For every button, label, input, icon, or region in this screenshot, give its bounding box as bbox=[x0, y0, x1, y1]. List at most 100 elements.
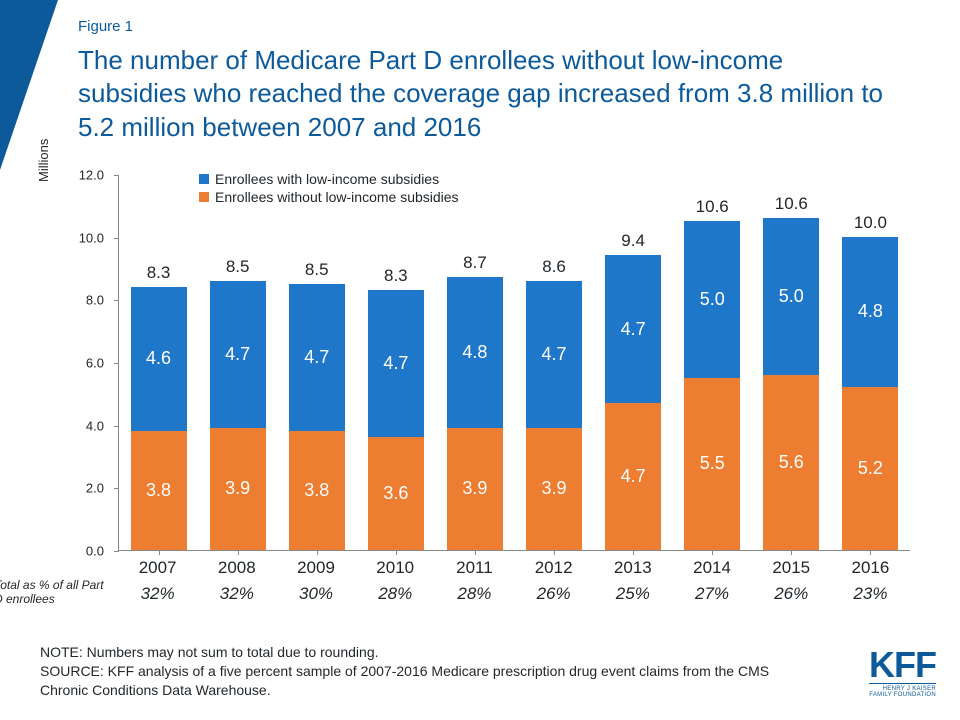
bar-slot: 3.94.8 8.7 bbox=[435, 175, 514, 550]
bar-slot: 3.84.7 8.5 bbox=[277, 175, 356, 550]
bar-segment: 4.7 bbox=[605, 255, 661, 402]
bar: 3.94.78.5 bbox=[210, 281, 266, 550]
stacked-bar-chart: Millions 0.02.04.06.08.010.012.0 Enrolle… bbox=[40, 170, 920, 600]
bar: 4.74.79.4 bbox=[605, 255, 661, 550]
bar-total-label: 8.3 bbox=[131, 263, 187, 283]
x-axis-label: 2015 bbox=[752, 558, 831, 578]
y-tick-mark bbox=[114, 426, 119, 427]
bar-slot: 5.55.0 10.6 bbox=[673, 175, 752, 550]
y-tick-label: 0.0 bbox=[86, 544, 104, 559]
y-tick-mark bbox=[114, 363, 119, 364]
percent-cell: 23% bbox=[831, 584, 910, 604]
percent-cell: 32% bbox=[118, 584, 197, 604]
x-tick-mark bbox=[712, 550, 713, 555]
bar-segment: 5.0 bbox=[684, 221, 740, 378]
x-tick-mark bbox=[870, 550, 871, 555]
x-axis-label: 2011 bbox=[435, 558, 514, 578]
percent-cell: 26% bbox=[514, 584, 593, 604]
bar-segment: 4.7 bbox=[210, 281, 266, 428]
y-tick-label: 8.0 bbox=[86, 293, 104, 308]
bar-segment: 5.6 bbox=[763, 375, 819, 550]
bar: 5.24.810.0 bbox=[842, 237, 898, 550]
x-tick-mark bbox=[554, 550, 555, 555]
x-axis-label: 2010 bbox=[356, 558, 435, 578]
x-axis-label: 2012 bbox=[514, 558, 593, 578]
bar-segment: 3.9 bbox=[447, 428, 503, 550]
footnote: NOTE: Numbers may not sum to total due t… bbox=[40, 643, 810, 700]
y-tick-label: 6.0 bbox=[86, 356, 104, 371]
percent-cell: 30% bbox=[276, 584, 355, 604]
y-tick-mark bbox=[114, 488, 119, 489]
bar-slot: 5.65.0 10.6 bbox=[752, 175, 831, 550]
y-axis-label: Millions bbox=[36, 139, 51, 182]
x-tick-mark bbox=[238, 550, 239, 555]
y-tick-label: 12.0 bbox=[79, 168, 104, 183]
chart-title: The number of Medicare Part D enrollees … bbox=[78, 44, 898, 144]
bar-segment: 5.5 bbox=[684, 378, 740, 550]
bar-total-label: 8.5 bbox=[289, 260, 345, 280]
x-axis-label: 2009 bbox=[276, 558, 355, 578]
bar-total-label: 9.4 bbox=[605, 231, 661, 251]
bar-segment: 3.6 bbox=[368, 437, 424, 550]
percent-cell: 26% bbox=[752, 584, 831, 604]
kff-logo: KFF HENRY J KAISERFAMILY FOUNDATION bbox=[869, 649, 936, 698]
y-tick-mark bbox=[114, 238, 119, 239]
bar: 3.64.78.3 bbox=[368, 290, 424, 550]
bar: 3.84.78.5 bbox=[289, 284, 345, 550]
bar-total-label: 8.3 bbox=[368, 266, 424, 286]
logo-text: KFF bbox=[869, 649, 936, 681]
bar-segment: 4.8 bbox=[842, 237, 898, 387]
bar: 3.84.68.3 bbox=[131, 287, 187, 550]
bars-container: 3.84.68.33.94.78.53.84.78.53.64.78.33.94… bbox=[119, 175, 910, 550]
bar-segment: 3.9 bbox=[526, 428, 582, 550]
bar-slot: 3.64.7 8.3 bbox=[356, 175, 435, 550]
percent-cell: 28% bbox=[356, 584, 435, 604]
percent-row-heading: Total as % of all Part D enrollees bbox=[0, 578, 114, 607]
y-tick-mark bbox=[114, 175, 119, 176]
y-tick-label: 2.0 bbox=[86, 481, 104, 496]
bar-slot: 4.74.79.4 bbox=[594, 175, 673, 550]
y-tick-mark bbox=[114, 551, 119, 552]
bar-slot: 3.94.7 8.6 bbox=[514, 175, 593, 550]
bar-segment: 3.8 bbox=[131, 431, 187, 550]
bar-segment: 4.7 bbox=[289, 284, 345, 431]
x-axis-label: 2008 bbox=[197, 558, 276, 578]
x-tick-mark bbox=[475, 550, 476, 555]
plot-area: Enrollees with low-income subsidiesEnrol… bbox=[118, 175, 910, 551]
bar-segment: 3.8 bbox=[289, 431, 345, 550]
bar: 3.94.78.6 bbox=[526, 281, 582, 550]
bar-segment: 5.0 bbox=[763, 218, 819, 375]
y-tick-mark bbox=[114, 300, 119, 301]
bar-segment: 4.6 bbox=[131, 287, 187, 431]
bar-total-label: 10.6 bbox=[684, 197, 740, 217]
bar-total-label: 10.0 bbox=[842, 213, 898, 233]
x-tick-mark bbox=[791, 550, 792, 555]
bar-segment: 4.8 bbox=[447, 277, 503, 427]
percent-cell: 28% bbox=[435, 584, 514, 604]
bar-segment: 4.7 bbox=[368, 290, 424, 437]
x-axis-labels: 2007200820092010201120122013201420152016 bbox=[118, 558, 910, 578]
bar-slot: 3.84.6 8.3 bbox=[119, 175, 198, 550]
x-axis-label: 2007 bbox=[118, 558, 197, 578]
bar-total-label: 8.5 bbox=[210, 257, 266, 277]
bar-segment: 4.7 bbox=[526, 281, 582, 428]
percent-cell: 27% bbox=[672, 584, 751, 604]
bar-slot: 3.94.78.5 bbox=[198, 175, 277, 550]
bar-total-label: 8.6 bbox=[526, 257, 582, 277]
y-tick-label: 4.0 bbox=[86, 418, 104, 433]
logo-subtext: HENRY J KAISERFAMILY FOUNDATION bbox=[869, 683, 936, 698]
percent-cell: 25% bbox=[593, 584, 672, 604]
x-tick-mark bbox=[317, 550, 318, 555]
bar: 5.55.010.6 bbox=[684, 221, 740, 550]
percent-row: 32%32%30%28%28%26%25%27%26%23% bbox=[118, 584, 910, 604]
figure-label: Figure 1 bbox=[78, 18, 133, 35]
x-tick-mark bbox=[396, 550, 397, 555]
x-axis-label: 2014 bbox=[672, 558, 751, 578]
x-axis-label: 2013 bbox=[593, 558, 672, 578]
bar-total-label: 8.7 bbox=[447, 253, 503, 273]
bar-slot: 5.24.810.0 bbox=[831, 175, 910, 550]
y-tick-label: 10.0 bbox=[79, 230, 104, 245]
bar: 3.94.88.7 bbox=[447, 277, 503, 550]
bar-total-label: 10.6 bbox=[763, 194, 819, 214]
y-axis: 0.0 2.0 4.0 6.0 8.0 10.0 12.0 bbox=[70, 170, 110, 600]
